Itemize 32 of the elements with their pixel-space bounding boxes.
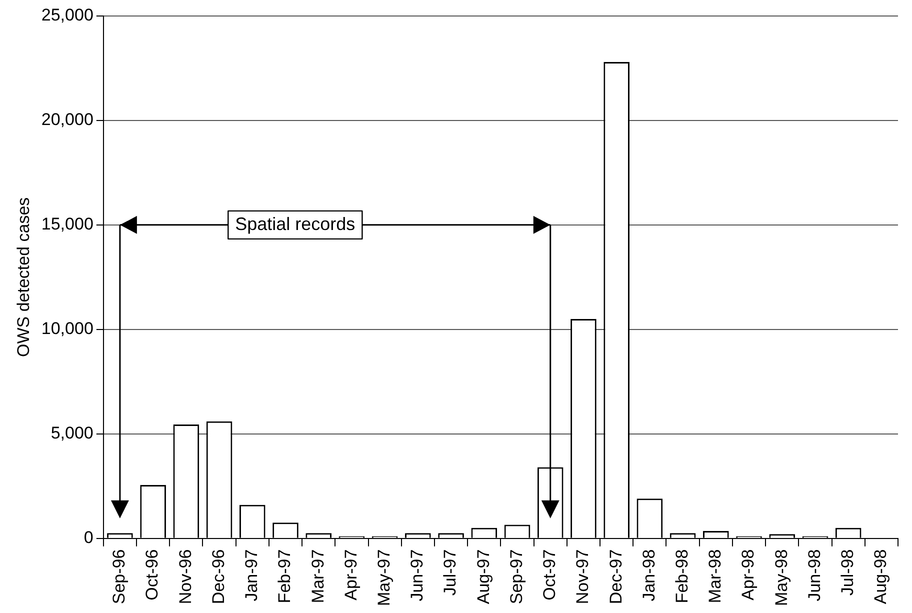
x-tick-label: Jul-98 — [838, 549, 858, 596]
y-tick-label: 5,000 — [50, 424, 94, 443]
x-tick-label: Feb-97 — [275, 549, 294, 604]
x-tick-label: Sep-97 — [506, 549, 526, 604]
x-tick-label: Jun-97 — [408, 549, 427, 602]
x-tick-label: Apr-98 — [738, 549, 758, 600]
x-tick-label: Mar-97 — [308, 549, 328, 604]
x-tick-label: Dec-96 — [208, 549, 228, 604]
y-tick-label: 25,000 — [41, 6, 94, 25]
y-tick-label: 0 — [84, 528, 94, 547]
x-tick-label: Jun-98 — [804, 549, 824, 602]
x-tick-label: May-98 — [772, 549, 791, 606]
x-tick-label: Sep-96 — [110, 549, 129, 604]
x-tick-label: Mar-98 — [706, 549, 725, 604]
x-tick-label: Nov-96 — [176, 549, 195, 604]
x-tick-label: Jan-98 — [639, 549, 658, 602]
y-axis-title: OWS detected cases — [14, 197, 33, 357]
x-tick-label: Aug-98 — [871, 549, 890, 604]
x-tick-label: Apr-97 — [341, 549, 360, 600]
x-tick-label: Dec-97 — [606, 549, 626, 604]
y-tick-label: 15,000 — [41, 214, 94, 234]
x-tick-label: Jan-97 — [242, 549, 262, 602]
y-tick-label: 10,000 — [41, 319, 94, 338]
x-tick-label: Nov-97 — [573, 549, 592, 604]
y-tick-label: 20,000 — [41, 110, 94, 130]
annotation: Spatial records — [235, 214, 356, 234]
x-tick-label: Oct-96 — [142, 549, 162, 600]
x-tick-label: Jul-97 — [440, 549, 460, 596]
x-tick-label: Aug-97 — [474, 549, 493, 604]
x-tick-label: Feb-98 — [672, 549, 692, 604]
x-tick-label: May-97 — [374, 549, 394, 606]
x-tick-label: Oct-97 — [540, 549, 560, 600]
